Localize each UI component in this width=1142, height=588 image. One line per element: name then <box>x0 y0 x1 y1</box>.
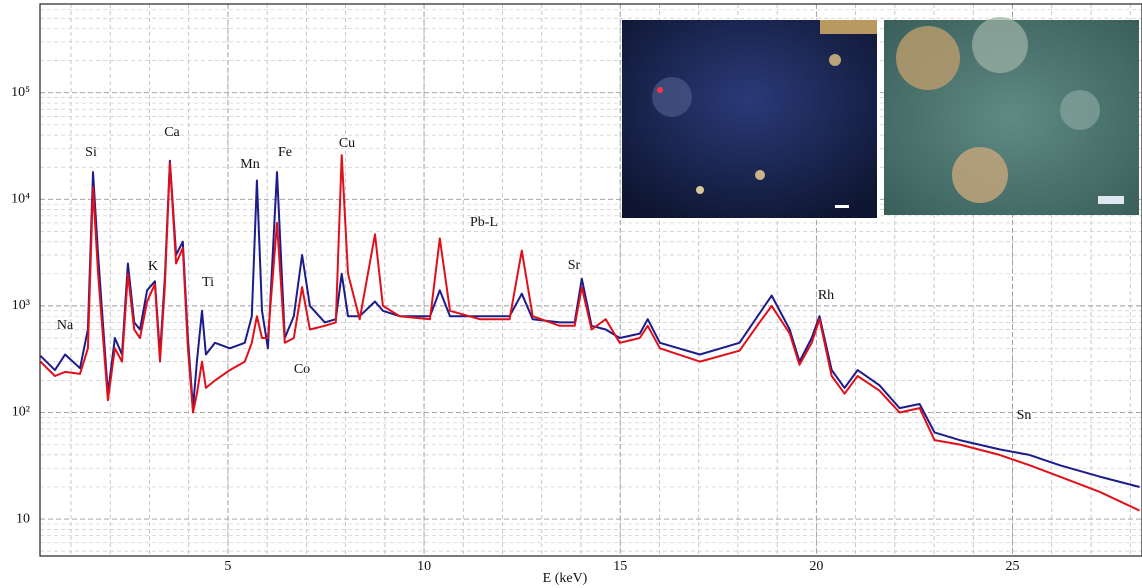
inset-detail <box>696 186 704 194</box>
inset-detail <box>755 170 765 180</box>
scale-bar <box>835 205 849 208</box>
peak-label: K <box>148 259 158 274</box>
y-tick-label: 10⁵ <box>11 85 30 100</box>
peak-label: Ca <box>164 125 180 140</box>
x-tick-label: 10 <box>417 559 431 574</box>
inset-detail <box>1060 90 1100 130</box>
peak-label: Pb-L <box>470 215 498 230</box>
inset-detail <box>952 147 1008 203</box>
inset-detail <box>829 54 841 66</box>
peak-label: Na <box>57 318 74 333</box>
scale-bar <box>1098 196 1124 204</box>
peak-label: Fe <box>278 145 292 160</box>
y-tick-label: 10³ <box>12 298 30 313</box>
y-tick-label: 10⁴ <box>11 192 30 207</box>
peak-label: Cu <box>339 136 355 151</box>
x-tick-label: 15 <box>613 559 627 574</box>
y-tick-label: 10 <box>16 511 30 526</box>
inset-detail <box>972 17 1028 73</box>
x-tick-label: 5 <box>224 559 231 574</box>
peak-label: Si <box>85 145 97 160</box>
x-tick-label: 25 <box>1006 559 1020 574</box>
peak-label: Sr <box>568 258 581 273</box>
inset-detail <box>657 87 663 93</box>
inset-images <box>622 17 1139 218</box>
x-tick-label: 20 <box>809 559 823 574</box>
spectrum-line <box>40 154 1141 512</box>
series <box>40 154 1141 512</box>
plot-frame <box>39 3 1142 557</box>
inset-detail <box>896 26 960 90</box>
x-axis-label: E (keV) <box>543 571 588 586</box>
peak-label: Mn <box>240 157 259 172</box>
peak-label: Ti <box>202 275 214 290</box>
peak-label: Rh <box>818 288 834 303</box>
spectrum-line <box>40 159 1140 488</box>
inset-detail <box>652 77 692 117</box>
inset-image <box>622 20 877 218</box>
y-tick-label: 10² <box>12 405 30 420</box>
peak-label: Sn <box>1017 408 1032 423</box>
peak-label: Co <box>294 362 310 377</box>
inset-detail <box>820 20 877 34</box>
